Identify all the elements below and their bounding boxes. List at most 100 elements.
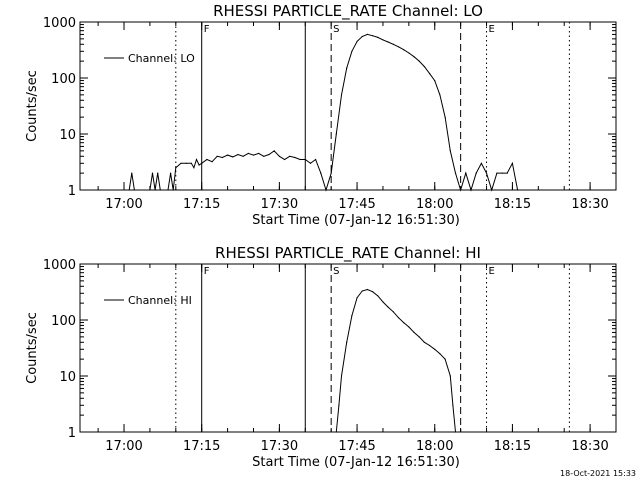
data-point xyxy=(408,52,410,54)
data-point xyxy=(423,341,425,343)
data-point xyxy=(157,172,159,174)
y-tick-label: 100 xyxy=(51,314,76,329)
data-point xyxy=(434,348,436,350)
marker-label-e: E xyxy=(489,266,495,277)
data-point xyxy=(172,189,174,191)
chart-panel-lo: RHESSI PARTICLE_RATE Channel: LO Start Ti… xyxy=(25,2,617,228)
data-point xyxy=(382,39,384,41)
data-point xyxy=(221,156,223,159)
marker-label-s: S xyxy=(333,266,339,277)
data-point xyxy=(449,375,451,377)
data-point xyxy=(170,172,172,174)
data-point xyxy=(454,172,457,174)
data-point xyxy=(434,80,436,82)
data-point xyxy=(392,43,394,45)
x-tick-label: 17:30 xyxy=(261,439,298,454)
marker-label-f: F xyxy=(204,24,210,35)
data-point xyxy=(232,156,234,158)
data-point xyxy=(418,60,420,62)
data-point xyxy=(356,297,358,299)
y-tick-label: 1000 xyxy=(43,258,76,273)
data-point xyxy=(377,36,379,39)
x-tick-label: 17:00 xyxy=(105,439,142,454)
plot-frame xyxy=(79,263,617,433)
data-point xyxy=(351,315,353,317)
x-tick-label: 18:15 xyxy=(494,197,531,212)
x-tick-label: 18:15 xyxy=(494,439,531,454)
y-tick-label: 1 xyxy=(68,184,76,199)
data-point xyxy=(444,358,446,360)
data-point xyxy=(258,152,260,154)
series-line xyxy=(128,33,519,192)
data-point xyxy=(511,162,513,164)
data-point xyxy=(485,172,488,174)
marker-label-f: F xyxy=(204,266,210,277)
data-point xyxy=(195,158,198,161)
plot-frame xyxy=(79,21,617,191)
x-tick-label: 17:45 xyxy=(338,439,375,454)
data-point xyxy=(382,301,384,303)
data-point xyxy=(289,155,291,157)
x-axis-label: Start Time (07-Jan-12 16:51:30) xyxy=(252,213,460,228)
y-tick-label: 1000 xyxy=(43,16,76,31)
data-point xyxy=(387,306,389,308)
data-point xyxy=(340,375,343,377)
y-tick-label: 10 xyxy=(59,370,76,385)
data-point xyxy=(151,172,154,174)
data-point xyxy=(206,158,208,161)
data-point xyxy=(392,311,394,313)
data-point xyxy=(133,189,135,191)
data-point xyxy=(408,326,410,328)
data-point xyxy=(418,336,420,338)
data-point xyxy=(460,189,462,191)
x-tick-label: 18:00 xyxy=(416,197,453,212)
data-point xyxy=(315,158,317,161)
data-point xyxy=(167,189,169,191)
data-point xyxy=(517,189,519,191)
data-point xyxy=(247,152,249,154)
data-point xyxy=(429,73,431,75)
chart-panel-hi: RHESSI PARTICLE_RATE Channel: HI Start Ti… xyxy=(25,244,617,470)
x-tick-label: 18:30 xyxy=(571,439,608,454)
data-point xyxy=(413,331,415,333)
data-point xyxy=(237,153,239,156)
data-point xyxy=(185,162,187,164)
data-point xyxy=(346,341,348,343)
data-point xyxy=(273,150,275,152)
x-tick-label: 18:00 xyxy=(416,439,453,454)
data-point xyxy=(242,155,244,157)
data-point xyxy=(439,94,441,96)
data-point xyxy=(449,150,451,152)
data-point xyxy=(268,153,270,156)
y-axis-label: Counts/sec xyxy=(25,70,40,142)
x-tick-label: 17:45 xyxy=(338,197,375,212)
data-point xyxy=(366,33,368,36)
data-point xyxy=(320,172,322,174)
data-point xyxy=(227,154,229,156)
data-point xyxy=(470,189,472,191)
data-point xyxy=(252,154,255,156)
data-point xyxy=(454,431,457,433)
x-tick-label: 18:30 xyxy=(571,197,608,212)
data-point xyxy=(403,322,405,324)
chart-title: RHESSI PARTICLE_RATE Channel: HI xyxy=(215,244,481,263)
data-point xyxy=(403,49,405,51)
data-point xyxy=(506,172,508,174)
x-axis-label: Start Time (07-Jan-12 16:51:30) xyxy=(252,455,460,470)
data-point xyxy=(475,172,477,174)
data-point xyxy=(190,162,192,164)
series-line xyxy=(335,288,456,433)
data-point xyxy=(284,158,286,161)
x-tick-label: 17:15 xyxy=(183,197,220,212)
data-point xyxy=(340,94,343,96)
data-point xyxy=(263,155,265,157)
data-point xyxy=(330,172,332,174)
marker-label-e: E xyxy=(489,24,495,35)
data-point xyxy=(128,189,130,191)
data-point xyxy=(491,189,493,191)
data-point xyxy=(452,404,454,406)
y-axis-label: Counts/sec xyxy=(25,312,40,384)
data-point xyxy=(496,172,498,174)
data-point xyxy=(397,46,400,48)
data-point xyxy=(335,133,337,135)
